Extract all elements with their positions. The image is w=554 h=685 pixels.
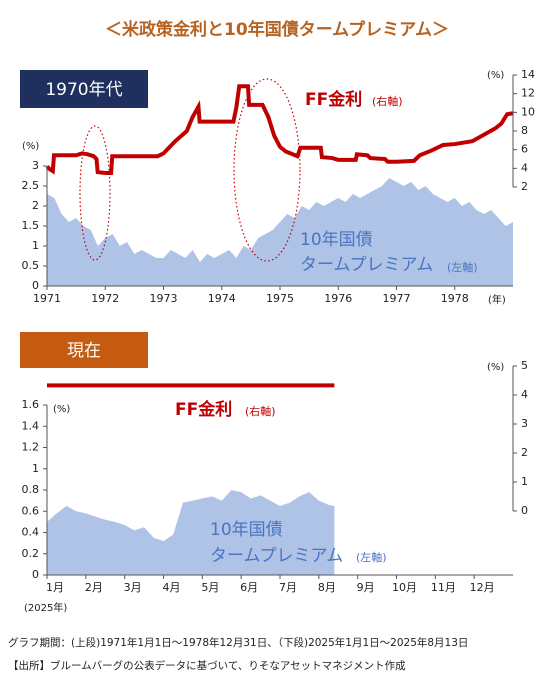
annotation: (%) bbox=[487, 362, 504, 373]
x-tick-label: 8月 bbox=[318, 581, 336, 594]
y2-tick-label: 5 bbox=[521, 359, 528, 372]
x-tick-label: 1975 bbox=[266, 292, 294, 305]
annotation: FF金利 bbox=[175, 399, 232, 420]
x-tick-label: 1974 bbox=[208, 292, 236, 305]
y-tick-label: 0.6 bbox=[22, 504, 40, 517]
y-tick-label: 1.6 bbox=[22, 398, 40, 411]
y2-tick-label: 1 bbox=[521, 475, 528, 488]
y-tick-label: 2.5 bbox=[22, 179, 40, 192]
y-tick-label: 0.5 bbox=[22, 259, 40, 272]
annotation: 10年国債 bbox=[300, 230, 373, 250]
y-tick-label: 0.8 bbox=[22, 483, 40, 496]
y2-tick-label: 2 bbox=[521, 180, 528, 193]
y2-tick-label: 3 bbox=[521, 417, 528, 430]
x-tick-label: 1977 bbox=[383, 292, 411, 305]
y-tick-label: 3 bbox=[32, 159, 39, 172]
panel-label: 現在 bbox=[67, 341, 101, 361]
x-tick-label: 3月 bbox=[124, 581, 142, 594]
x-tick-label: 1978 bbox=[441, 292, 469, 305]
y-tick-label: 1 bbox=[32, 239, 39, 252]
annotation: (左軸) bbox=[356, 550, 387, 564]
highlight-ellipse bbox=[79, 125, 111, 261]
x-tick-label: 1972 bbox=[91, 292, 119, 305]
y-tick-label: 1.4 bbox=[22, 419, 40, 432]
annotation: (右軸) bbox=[245, 404, 276, 418]
annotation: タームプレミアム bbox=[210, 546, 343, 566]
y-tick-label: 0 bbox=[32, 279, 39, 292]
ff-rate-line bbox=[45, 84, 514, 175]
term-premium-area bbox=[47, 490, 335, 575]
y-tick-label: 0.4 bbox=[22, 526, 40, 539]
x-tick-label: 1月 bbox=[46, 581, 64, 594]
x-tick-label: 7月 bbox=[279, 581, 297, 594]
footnote: 【出所】ブルームバーグの公表データに基づいて、りそなアセットマネジメント作成 bbox=[8, 659, 406, 672]
y2-tick-label: 2 bbox=[521, 446, 528, 459]
x-tick-label: 5月 bbox=[201, 581, 219, 594]
annotation: (%) bbox=[22, 141, 39, 152]
x-tick-label: 2月 bbox=[85, 581, 103, 594]
x-tick-label: 1976 bbox=[324, 292, 352, 305]
panel-label: 1970年代 bbox=[45, 80, 122, 100]
annotation: 10年国債 bbox=[210, 520, 283, 540]
x-tick-label: 12月 bbox=[470, 581, 495, 594]
y2-tick-label: 6 bbox=[521, 143, 528, 156]
annotation: タームプレミアム bbox=[300, 255, 433, 275]
y-tick-label: 2 bbox=[32, 199, 39, 212]
y-tick-label: 0 bbox=[32, 568, 39, 581]
x-tick-label: 4月 bbox=[163, 581, 181, 594]
footnote: グラフ期間：(上段)1971年1月1日～1978年12月31日、（下段)2025… bbox=[8, 636, 468, 649]
page-title: ＜米政策金利と10年国債タームプレミアム＞ bbox=[105, 19, 449, 40]
annotation: (右軸) bbox=[372, 94, 403, 108]
y2-tick-label: 8 bbox=[521, 124, 528, 137]
annotation: FF金利 bbox=[305, 89, 362, 110]
y-tick-label: 0.2 bbox=[22, 547, 40, 560]
y2-tick-label: 12 bbox=[521, 87, 535, 100]
x-tick-label: 11月 bbox=[431, 581, 456, 594]
term-premium-area bbox=[47, 178, 513, 286]
x-tick-label: 6月 bbox=[240, 581, 258, 594]
x-tick-label: 1971 bbox=[33, 292, 61, 305]
annotation: (年) bbox=[488, 293, 506, 306]
annotation: (左軸) bbox=[447, 260, 478, 274]
annotation: (2025年) bbox=[24, 601, 67, 614]
annotation: (%) bbox=[53, 404, 70, 415]
y2-tick-label: 4 bbox=[521, 388, 528, 401]
y2-tick-label: 0 bbox=[521, 504, 528, 517]
x-tick-label: 1973 bbox=[150, 292, 178, 305]
y-tick-label: 1 bbox=[32, 462, 39, 475]
panel-label-box bbox=[20, 70, 148, 108]
panel-label-box bbox=[20, 332, 148, 368]
y2-tick-label: 14 bbox=[521, 68, 535, 81]
y2-tick-label: 4 bbox=[521, 161, 528, 174]
annotation: (%) bbox=[487, 70, 504, 81]
y-tick-label: 1.2 bbox=[22, 441, 40, 454]
y2-tick-label: 10 bbox=[521, 105, 535, 118]
x-tick-label: 10月 bbox=[392, 581, 417, 594]
highlight-ellipse bbox=[233, 78, 301, 262]
y-tick-label: 1.5 bbox=[22, 219, 40, 232]
x-tick-label: 9月 bbox=[357, 581, 375, 594]
